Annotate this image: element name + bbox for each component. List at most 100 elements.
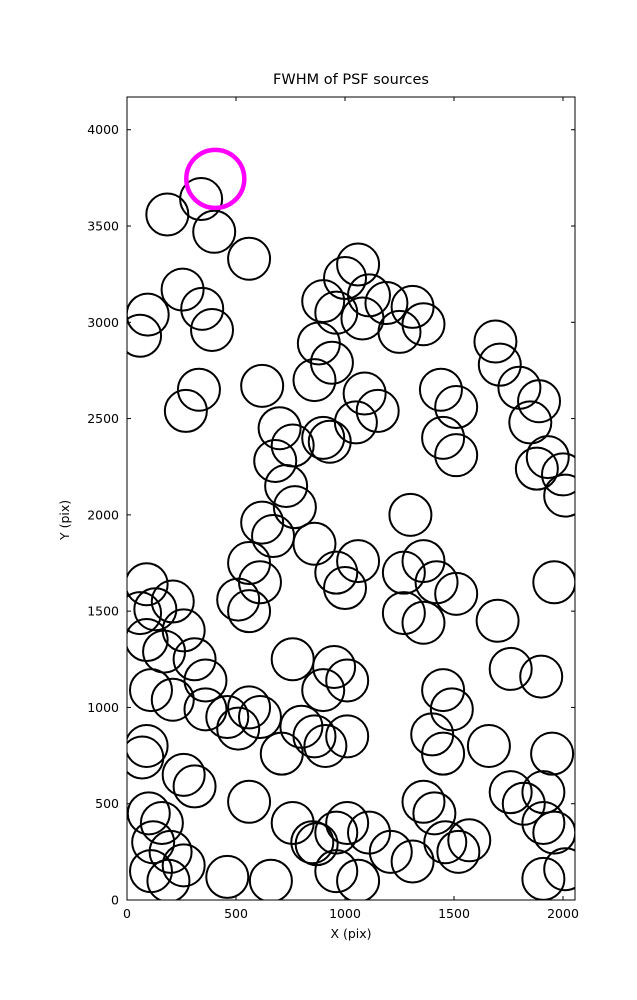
psf-source-circle	[323, 566, 368, 611]
psf-source-circle	[183, 687, 228, 732]
psf-source-circle	[519, 654, 564, 699]
psf-source-circle	[227, 779, 272, 824]
psf-source-circle	[390, 839, 435, 884]
psf-source-circle	[336, 858, 381, 900]
psf-source-circle	[146, 858, 191, 900]
psf-source-circle	[183, 658, 228, 703]
y-axis-label: Y (pix)	[57, 499, 72, 540]
psf-source-circle	[205, 854, 250, 899]
psf-source-circle	[237, 695, 282, 740]
psf-source-circle	[314, 849, 359, 894]
psf-source-circle	[312, 644, 357, 689]
psf-source-circle	[150, 579, 195, 624]
psf-source-circle	[543, 473, 575, 518]
psf-source-circle	[145, 192, 190, 237]
psf-source-circle	[514, 446, 559, 491]
psf-source-circle	[259, 731, 304, 776]
psf-source-circle	[290, 820, 335, 865]
psf-source-circle	[368, 829, 413, 874]
psf-source-circle	[161, 843, 206, 888]
psf-source-circle	[434, 571, 479, 616]
psf-source-circle	[477, 342, 522, 387]
psf-source-circle	[127, 591, 163, 636]
psf-source-circle	[127, 562, 169, 607]
psf-source-circle	[272, 485, 317, 530]
psf-source-circle	[342, 371, 387, 416]
psf-source-circle	[301, 279, 346, 324]
psf-source-circle	[296, 321, 341, 366]
psf-source-circle	[307, 419, 352, 464]
psf-source-circle	[423, 820, 468, 865]
psf-source-circle	[303, 723, 348, 768]
psf-source-circle	[128, 668, 173, 713]
psf-source-circle	[163, 388, 208, 433]
psf-source-circle	[292, 358, 337, 403]
psf-source-circle	[216, 706, 261, 751]
psf-source-circle	[314, 810, 359, 855]
psf-source-circle	[525, 435, 570, 480]
psf-source-circle	[133, 587, 178, 632]
psf-source-circle	[336, 242, 381, 287]
y-tick-label: 3500	[87, 219, 119, 234]
psf-source-circle	[179, 177, 224, 222]
psf-source-circle	[270, 637, 315, 682]
psf-source-circle	[227, 541, 272, 586]
psf-source-circle	[333, 400, 378, 445]
psf-source-circle	[434, 433, 479, 478]
y-tick-label: 1500	[87, 604, 119, 619]
psf-source-circle	[381, 591, 426, 636]
psf-source-circle	[251, 514, 296, 559]
psf-source-circle	[475, 598, 520, 643]
psf-source-circle	[336, 539, 381, 584]
psf-source-circle	[466, 723, 511, 768]
psf-source-circle	[325, 714, 370, 759]
x-tick-label: 1500	[438, 906, 470, 921]
y-tick-label: 500	[95, 796, 119, 811]
psf-source-circle	[401, 600, 446, 645]
psf-source-circle	[421, 731, 466, 776]
psf-source-circle	[240, 500, 285, 545]
psf-source-circle	[161, 608, 206, 653]
psf-source-circle	[521, 770, 566, 815]
psf-source-circle	[488, 770, 533, 815]
psf-markers	[127, 147, 575, 900]
axes-frame	[126, 96, 576, 901]
psf-source-circle	[139, 800, 184, 845]
psf-source-circle	[127, 791, 171, 836]
psf-source-circle	[127, 723, 169, 768]
y-tick-label: 1000	[87, 700, 119, 715]
psf-source-circle	[388, 492, 433, 537]
psf-source-circle	[270, 800, 315, 845]
psf-source-circle	[176, 367, 221, 412]
psf-source-circle	[530, 731, 575, 776]
y-tick-label: 2000	[87, 507, 119, 522]
y-tick-label: 3000	[87, 315, 119, 330]
psf-source-circle	[314, 290, 359, 335]
psf-source-circle	[447, 818, 492, 863]
psf-source-circle	[473, 319, 518, 364]
psf-source-circle	[325, 800, 370, 845]
psf-source-circle	[180, 286, 225, 331]
psf-source-circle	[292, 714, 337, 759]
psf-source-circle	[127, 313, 163, 358]
psf-source-circle	[355, 388, 400, 433]
psf-source-circle	[205, 695, 250, 740]
psf-source-circle	[294, 822, 339, 867]
psf-source-circle	[429, 687, 474, 732]
psf-source-circle	[401, 302, 446, 347]
psf-source-circle	[253, 438, 298, 483]
psf-source-circle	[240, 363, 285, 408]
psf-source-circle	[323, 256, 368, 301]
y-tick-label: 4000	[87, 122, 119, 137]
psf-source-circle	[364, 281, 409, 326]
psf-source-circle	[532, 810, 575, 855]
psf-source-circle	[412, 791, 457, 836]
psf-source-circle	[192, 209, 237, 254]
psf-source-circle	[301, 415, 346, 460]
psf-source-circle	[418, 367, 463, 412]
psf-source-circle	[543, 847, 575, 892]
psf-source-circle	[172, 637, 217, 682]
psf-source-circle	[237, 560, 282, 605]
